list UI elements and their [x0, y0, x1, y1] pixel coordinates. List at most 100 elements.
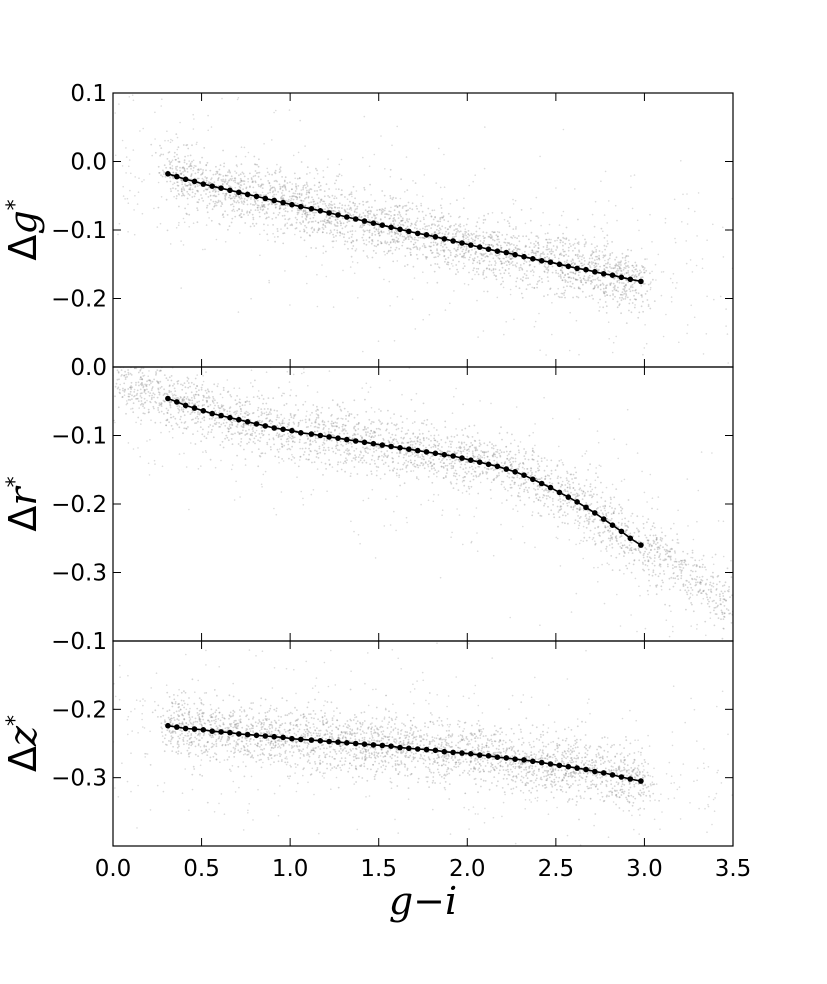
scatter-point — [498, 269, 501, 271]
scatter-point — [483, 253, 485, 256]
scatter-point — [168, 389, 171, 392]
scatter-point — [717, 604, 719, 607]
scatter-point — [296, 211, 299, 214]
scatter-point — [612, 298, 614, 301]
median-point — [236, 189, 242, 196]
scatter-point — [252, 430, 255, 432]
scatter-point — [201, 433, 204, 436]
scatter-point — [203, 416, 205, 418]
scatter-point — [643, 283, 645, 285]
scatter-point — [488, 459, 491, 461]
scatter-point — [170, 379, 173, 382]
scatter-point — [433, 231, 436, 233]
scatter-point — [459, 450, 462, 453]
scatter-point — [624, 539, 626, 542]
scatter-point — [125, 172, 127, 174]
scatter-point — [569, 280, 572, 283]
scatter-point — [421, 432, 424, 435]
scatter-point — [240, 216, 242, 219]
scatter-point — [355, 211, 358, 214]
scatter-point — [473, 446, 476, 449]
scatter-point — [428, 224, 430, 227]
scatter-point — [390, 206, 392, 209]
scatter-point — [393, 209, 396, 212]
scatter-point — [334, 218, 337, 221]
scatter-point — [676, 282, 678, 284]
scatter-point — [279, 207, 282, 210]
scatter-point — [116, 378, 119, 381]
scatter-point — [416, 463, 418, 466]
scatter-point — [261, 430, 263, 433]
scatter-point — [296, 203, 299, 206]
scatter-point — [611, 241, 613, 243]
scatter-point — [534, 474, 536, 477]
scatter-point — [294, 227, 297, 230]
scatter-point — [203, 435, 206, 438]
scatter-point — [457, 449, 460, 452]
scatter-point — [152, 392, 155, 395]
scatter-point — [618, 263, 620, 265]
scatter-point — [701, 579, 704, 582]
scatter-point — [546, 474, 549, 477]
scatter-point — [125, 156, 128, 158]
scatter-point — [589, 485, 592, 488]
scatter-point — [336, 221, 339, 224]
scatter-point — [544, 477, 547, 480]
scatter-point — [199, 162, 201, 164]
scatter-point — [367, 223, 369, 226]
scatter-point — [299, 221, 301, 224]
scatter-point — [196, 401, 199, 404]
scatter-point — [187, 181, 190, 184]
median-point — [298, 203, 304, 210]
scatter-point — [562, 241, 564, 244]
scatter-point — [208, 191, 211, 194]
scatter-point — [324, 425, 327, 427]
scatter-point — [249, 203, 252, 205]
scatter-point — [314, 220, 317, 223]
scatter-point — [572, 249, 574, 252]
scatter-point — [620, 509, 623, 512]
scatter-point — [400, 233, 402, 236]
scatter-point — [226, 427, 229, 429]
scatter-point — [328, 196, 331, 199]
scatter-point — [354, 433, 357, 436]
scatter-point — [613, 496, 616, 499]
scatter-point — [177, 189, 179, 192]
scatter-point — [529, 475, 532, 477]
scatter-point — [251, 181, 254, 184]
scatter-point — [172, 187, 174, 190]
scatter-point — [572, 508, 574, 511]
scatter-point — [595, 508, 598, 510]
scatter-point — [620, 547, 623, 549]
scatter-point — [170, 161, 173, 163]
scatter-point — [280, 228, 282, 230]
scatter-point — [377, 239, 379, 242]
scatter-point — [625, 272, 628, 275]
scatter-point — [183, 168, 186, 170]
scatter-point — [498, 432, 501, 435]
scatter-point — [456, 254, 459, 257]
scatter-point — [305, 196, 308, 199]
scatter-point — [556, 246, 559, 249]
scatter-point — [471, 436, 474, 438]
scatter-point — [482, 330, 485, 332]
scatter-point — [493, 453, 495, 456]
scatter-point — [496, 238, 499, 241]
scatter-point — [403, 462, 406, 464]
scatter-point — [353, 416, 356, 419]
scatter-point — [621, 291, 624, 294]
scatter-point — [635, 275, 638, 278]
scatter-point — [329, 221, 331, 224]
scatter-point — [588, 277, 591, 279]
scatter-point — [389, 241, 392, 244]
scatter-point — [624, 256, 627, 259]
scatter-point — [579, 516, 582, 518]
scatter-point — [194, 186, 197, 189]
scatter-point — [688, 581, 690, 583]
scatter-point — [422, 195, 424, 198]
scatter-point — [175, 166, 177, 168]
scatter-point — [453, 224, 456, 227]
scatter-point — [468, 258, 470, 261]
scatter-point — [284, 224, 286, 227]
scatter-point — [289, 195, 291, 198]
